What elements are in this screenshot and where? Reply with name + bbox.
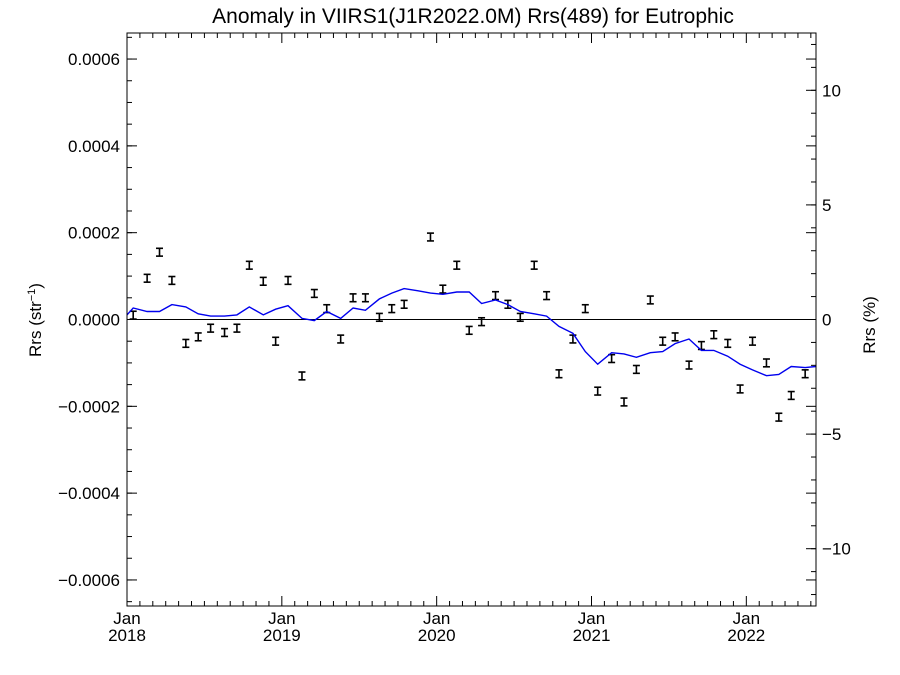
errorbar-point bbox=[259, 276, 267, 287]
y-axis-left-label-superscript: −1 bbox=[26, 289, 38, 302]
x-tick-label-year: 2020 bbox=[418, 626, 456, 645]
errorbar-point bbox=[646, 295, 654, 305]
x-tick-label-year: 2018 bbox=[108, 626, 146, 645]
errorbar-point bbox=[543, 290, 551, 301]
y-axis-left-label-close: ) bbox=[26, 283, 45, 289]
errorbar-point bbox=[388, 303, 396, 314]
x-tick-label-month: Jan bbox=[423, 609, 450, 628]
errorbar-point bbox=[400, 299, 408, 310]
x-tick-label-month: Jan bbox=[268, 609, 295, 628]
errorbar-point bbox=[337, 334, 345, 344]
errorbar-point bbox=[207, 323, 215, 333]
right-axis-ticks: 10 5 0 −5 −10 bbox=[806, 43, 851, 596]
y-axis-left-label-base: Rrs (str bbox=[26, 301, 45, 357]
x-tick-label-month: Jan bbox=[578, 609, 605, 628]
plot-area-frame bbox=[126, 32, 817, 607]
x-tick-label-month: Jan bbox=[113, 609, 140, 628]
x-tick-label-year: 2021 bbox=[573, 626, 611, 645]
errorbar-point bbox=[620, 397, 628, 407]
errorbar-point bbox=[426, 232, 434, 242]
y-right-tick-label: 5 bbox=[822, 196, 831, 215]
errorbar-point bbox=[298, 371, 306, 381]
errorbar-point bbox=[194, 332, 202, 342]
y-left-tick-label: 0.0006 bbox=[68, 50, 120, 69]
errorbar-point bbox=[685, 360, 693, 370]
y-right-tick-label: 0 bbox=[822, 311, 831, 330]
errorbar-point bbox=[233, 323, 241, 333]
errorbar-point bbox=[143, 273, 151, 283]
errorbar-point bbox=[349, 293, 357, 303]
errorbar-point bbox=[465, 325, 473, 336]
x-tick-label-month: Jan bbox=[733, 609, 760, 628]
x-tick-label-year: 2022 bbox=[727, 626, 765, 645]
errorbar-point bbox=[272, 336, 280, 346]
errorbar-point bbox=[182, 338, 190, 349]
errorbar-point bbox=[516, 312, 524, 323]
errorbar-point bbox=[361, 293, 369, 303]
errorbar-point bbox=[801, 369, 809, 379]
errorbar-point bbox=[310, 288, 318, 299]
errorbar-point bbox=[245, 260, 253, 270]
errorbar-point bbox=[736, 384, 744, 394]
errorbar-point bbox=[632, 364, 640, 375]
y-left-tick-label: −0.0002 bbox=[58, 397, 120, 416]
y-left-tick-label: −0.0006 bbox=[58, 571, 120, 590]
errorbar-point bbox=[749, 336, 757, 346]
errorbar-point bbox=[697, 340, 705, 351]
errorbar-point bbox=[168, 275, 176, 286]
errorbar-point bbox=[671, 332, 679, 342]
errorbar-point bbox=[453, 260, 461, 270]
errorbar-point bbox=[594, 386, 602, 396]
errorbar-point bbox=[530, 260, 538, 270]
x-tick-label-year: 2019 bbox=[263, 626, 301, 645]
series-layer bbox=[126, 232, 817, 422]
y-left-tick-label: 0.0002 bbox=[68, 224, 120, 243]
errorbar-point bbox=[375, 312, 383, 323]
y-left-tick-label: 0.0000 bbox=[68, 311, 120, 330]
errorbar-point bbox=[787, 390, 795, 401]
errorbar-point bbox=[762, 358, 770, 368]
errorbar-point bbox=[555, 369, 563, 379]
errorbar-point bbox=[156, 247, 164, 257]
y-left-tick-label: 0.0004 bbox=[68, 137, 120, 156]
errorbar-point bbox=[569, 334, 577, 344]
errorbar-point bbox=[775, 412, 783, 422]
errorbar-point bbox=[724, 338, 732, 349]
chart-title: Anomaly in VIIRS1(J1R2022.0M) Rrs(489) f… bbox=[212, 5, 734, 28]
y-left-tick-label: −0.0004 bbox=[58, 484, 120, 503]
y-right-tick-label: 10 bbox=[822, 81, 841, 100]
y-axis-left-label: Rrs (str−1) bbox=[26, 283, 45, 357]
y-right-tick-label: −10 bbox=[822, 540, 851, 559]
errorbar-point bbox=[221, 327, 229, 338]
errorbar-point bbox=[478, 316, 486, 327]
errorbar-point bbox=[439, 284, 447, 294]
y-right-tick-label: −5 bbox=[822, 425, 841, 444]
errorbar-point bbox=[659, 336, 667, 346]
errorbar-point bbox=[710, 329, 718, 340]
y-axis-right-label: Rrs (%) bbox=[860, 296, 879, 354]
anomaly-percent-line bbox=[126, 287, 817, 377]
errorbar-point bbox=[581, 303, 589, 314]
errorbar-point bbox=[284, 275, 292, 286]
